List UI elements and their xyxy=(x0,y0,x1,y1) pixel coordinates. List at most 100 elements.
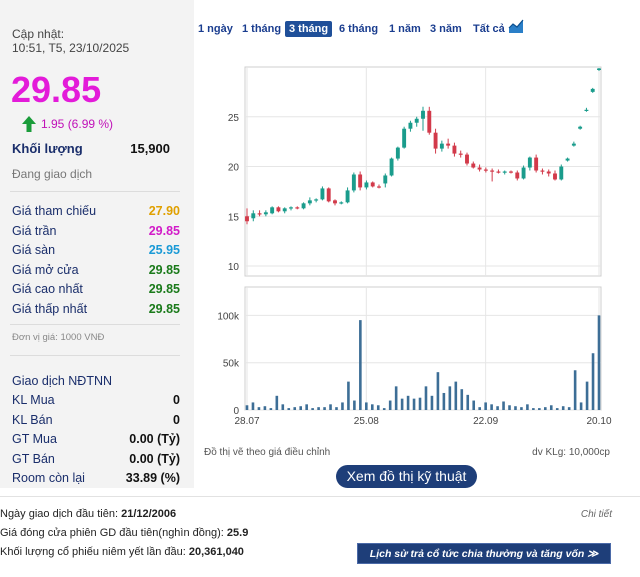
volume-bar xyxy=(460,389,464,410)
candle-body xyxy=(326,188,331,202)
volume-value: 15,900 xyxy=(130,141,170,156)
volume-tick-label: 100k xyxy=(217,311,240,322)
tab-3-years[interactable]: 3 năm xyxy=(430,23,462,35)
candle-body xyxy=(571,143,576,146)
volume-bar xyxy=(478,407,481,410)
chart-area-icon[interactable] xyxy=(508,18,524,34)
volume-bar xyxy=(490,404,493,410)
candle-body xyxy=(395,147,400,159)
candle-body xyxy=(433,132,438,149)
foreign-trading-title: Giao dịch NĐTNN xyxy=(12,374,113,388)
candle-body xyxy=(458,153,463,155)
foreign-row: GT Bán 0.00 (Tỷ) xyxy=(12,452,180,470)
candle-body xyxy=(383,175,388,184)
candle-body xyxy=(540,170,545,172)
x-tick-label: 22.09 xyxy=(473,416,498,427)
volume-label: Khối lượng xyxy=(12,141,83,156)
updated-time: 10:51, T5, 23/10/2025 xyxy=(12,41,130,55)
price-row-label: Giá thấp nhất xyxy=(12,301,88,316)
unit-note: Đơn vị giá: 1000 VNĐ xyxy=(12,332,105,343)
candle-body xyxy=(502,171,507,173)
candle-body xyxy=(276,207,281,212)
technical-chart-button[interactable]: Xem đồ thị kỹ thuật xyxy=(336,465,477,488)
foreign-row-value: 0 xyxy=(173,393,180,407)
price-row-value: 29.85 xyxy=(148,262,180,277)
price-row-label: Giá trần xyxy=(12,223,57,238)
dividend-history-button[interactable]: Lịch sử trả cổ tức chia thưởng và tăng v… xyxy=(357,543,611,564)
price-row-value: 29.85 xyxy=(148,223,180,238)
x-tick-label: 25.08 xyxy=(354,416,379,427)
volume-bar xyxy=(502,401,505,410)
updated-label: Cập nhật: xyxy=(12,27,65,41)
candle-body xyxy=(559,166,564,180)
price-row: Giá thấp nhất 29.85 xyxy=(12,302,180,320)
tab-6-months[interactable]: 6 tháng xyxy=(339,23,379,35)
tab-all[interactable]: Tất cả xyxy=(473,23,505,35)
foreign-row-label: KL Bán xyxy=(12,412,53,427)
price-row: Giá cao nhất 29.85 xyxy=(12,282,180,300)
foreign-row-label: GT Bán xyxy=(12,451,55,466)
candle-body xyxy=(301,203,306,209)
candle-body xyxy=(527,157,532,168)
price-row-value: 29.85 xyxy=(148,282,180,296)
candle-body xyxy=(471,163,476,168)
candle-body xyxy=(245,216,249,222)
price-row-value: 29.85 xyxy=(148,301,180,316)
price-tick-label: 20 xyxy=(228,163,240,174)
volume-bar xyxy=(382,408,386,410)
volume-bar xyxy=(591,353,595,410)
foreign-row-value: 0.00 (Tỷ) xyxy=(129,432,180,446)
volume-bar xyxy=(275,395,279,410)
divider xyxy=(10,324,180,325)
price-row-label: Giá sàn xyxy=(12,243,56,257)
volume-bar xyxy=(544,407,547,410)
tab-1-day[interactable]: 1 ngày xyxy=(198,23,233,35)
volume-bar xyxy=(311,408,314,410)
candle-body xyxy=(282,208,287,212)
quote-summary-panel: Cập nhật: 10:51, T5, 23/10/2025 29.85 1.… xyxy=(0,0,194,488)
candle-body xyxy=(414,118,419,123)
foreign-row-label: KL Mua xyxy=(12,393,55,407)
tab-3-months[interactable]: 3 tháng xyxy=(285,21,333,37)
price-volume-chart: 10 15 20 25 0 50k 100k 28.07 25.08 22.09 20.10 xyxy=(217,66,612,427)
volume-bar xyxy=(365,402,368,410)
candle-body xyxy=(257,213,262,215)
first-trade-date: Ngày giao dịch đầu tiên: 21/12/2006 xyxy=(0,508,176,520)
volume-bar xyxy=(597,315,601,410)
volume-bar xyxy=(549,405,553,410)
volume-bar xyxy=(245,405,249,410)
candle-body xyxy=(590,88,595,92)
tab-1-year[interactable]: 1 năm xyxy=(389,23,421,35)
detail-link[interactable]: Chi tiết xyxy=(580,509,612,520)
price-tick-label: 25 xyxy=(228,113,240,124)
price-row-value: 25.95 xyxy=(148,243,180,257)
volume-bar xyxy=(263,406,267,410)
current-price: 29.85 xyxy=(11,69,102,110)
candle-body xyxy=(427,110,432,133)
volume-bar xyxy=(573,370,577,410)
divider xyxy=(10,191,180,192)
volume-bar xyxy=(424,386,428,410)
price-change: 1.95 (6.99 %) xyxy=(41,117,114,131)
candle-body xyxy=(578,126,583,129)
volume-tick-label: 50k xyxy=(223,359,240,370)
trading-status: Đang giao dịch xyxy=(12,167,93,181)
volume-bar xyxy=(555,408,559,410)
candle-body xyxy=(333,200,337,204)
volume-bar xyxy=(579,402,583,410)
price-row-value: 27.90 xyxy=(148,204,180,218)
volume-bar xyxy=(341,402,344,410)
volume-tick-label: 0 xyxy=(233,406,239,417)
tab-1-month[interactable]: 1 tháng xyxy=(242,23,282,35)
candle-body xyxy=(421,110,425,119)
foreign-row-value: 0 xyxy=(173,412,180,427)
candle-body xyxy=(339,202,344,204)
volume-bar xyxy=(484,402,487,410)
volume-bar xyxy=(567,407,571,410)
first-close-label: Giá đóng cửa phiên GD đầu tiên(nghìn đồn… xyxy=(0,527,224,539)
chart-note: Đồ thị vẽ theo giá điều chỉnh xyxy=(204,447,331,458)
foreign-row-value: 33.89 (%) xyxy=(125,471,180,485)
volume-bar xyxy=(299,406,302,410)
first-listed-value: 20,361,040 xyxy=(188,546,244,558)
